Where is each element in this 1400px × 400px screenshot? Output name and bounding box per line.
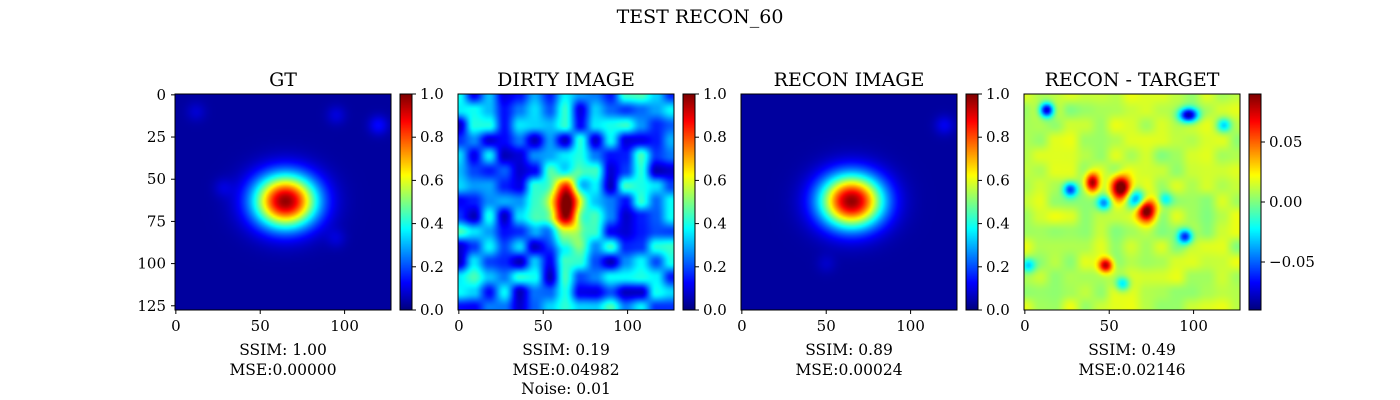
- stat-line: SSIM: 0.49: [1088, 341, 1176, 359]
- y-tick-label: 25: [147, 128, 166, 146]
- heatmap-image: [175, 94, 391, 310]
- panel-title: RECON IMAGE: [774, 69, 925, 91]
- colorbar-tick-label: 0.2: [703, 258, 727, 276]
- x-tick-label: 50: [1100, 317, 1119, 335]
- panel-title: RECON - TARGET: [1045, 69, 1220, 91]
- colorbar-tick-label: 1.0: [986, 85, 1010, 103]
- colorbar-frame: [965, 93, 979, 311]
- x-tick-label: 0: [454, 317, 464, 335]
- colorbar-gradient: [400, 94, 412, 310]
- colorbar-tick-label: 0.2: [986, 258, 1010, 276]
- x-tick-label: 0: [171, 317, 181, 335]
- panel-title: DIRTY IMAGE: [497, 69, 635, 91]
- panel-1: GT 0 50 100 0 25 50 75 100 125 0.0 0.2 0.4 0.6 0.8 1.0 S…: [137, 69, 444, 379]
- colorbar-tick-label: −0.05: [1269, 253, 1315, 271]
- heatmap-image: [458, 94, 674, 310]
- y-tick-label: 125: [137, 297, 166, 315]
- colorbar-tick-label: 0.00: [1269, 193, 1302, 211]
- colorbar-tick-label: 0.4: [703, 215, 727, 233]
- colorbar-tick-label: 0.0: [986, 301, 1010, 319]
- x-tick-label: 100: [896, 317, 925, 335]
- figure-title: TEST RECON_60: [617, 6, 784, 28]
- colorbar-tick-label: 1.0: [703, 85, 727, 103]
- colorbar-tick-label: 0.6: [420, 171, 444, 189]
- heatmap-image: [741, 94, 957, 310]
- colorbar-gradient: [966, 94, 978, 310]
- x-tick-label: 50: [251, 317, 270, 335]
- stat-line: SSIM: 1.00: [239, 341, 327, 359]
- axes-frame: [174, 93, 392, 311]
- colorbar-gradient: [683, 94, 695, 310]
- colorbar-tick-label: 1.0: [420, 85, 444, 103]
- colorbar-tick-label: 0.2: [420, 258, 444, 276]
- stat-line: MSE:0.02146: [1078, 361, 1185, 379]
- stat-line: MSE:0.00024: [795, 361, 902, 379]
- stat-line: MSE:0.04982: [512, 361, 619, 379]
- colorbar-tick-label: 0.6: [703, 171, 727, 189]
- colorbar-gradient: [1249, 94, 1261, 310]
- x-tick-label: 100: [1179, 317, 1208, 335]
- stat-line: SSIM: 0.19: [522, 341, 610, 359]
- x-tick-label: 0: [1020, 317, 1030, 335]
- colorbar-tick-label: 0.8: [986, 128, 1010, 146]
- stat-line: MSE:0.00000: [229, 361, 336, 379]
- panel-4: RECON - TARGET 0 50 100 −0.05 0.00 0.05 SSIM: 0…: [1020, 69, 1315, 379]
- x-tick-label: 0: [737, 317, 747, 335]
- axes-frame: [457, 93, 675, 311]
- colorbar-tick-label: 0.0: [420, 301, 444, 319]
- x-tick-label: 50: [534, 317, 553, 335]
- axes-frame: [1023, 93, 1241, 311]
- colorbar-frame: [399, 93, 413, 311]
- panel-title: GT: [269, 69, 297, 91]
- y-tick-label: 50: [147, 170, 166, 188]
- colorbar-tick-label: 0.05: [1269, 133, 1302, 151]
- panel-3: RECON IMAGE 0 50 100 0.0 0.2 0.4 0.6 0.8 1.0 SSIM:…: [737, 69, 1010, 379]
- heatmap-image: [1024, 94, 1240, 310]
- colorbar-tick-label: 0.0: [703, 301, 727, 319]
- axes-frame: [740, 93, 958, 311]
- stat-line: SSIM: 0.89: [805, 341, 893, 359]
- panel-2: DIRTY IMAGE 0 50 100 0.0 0.2 0.4 0.6 0.8 1.0 SSIM:…: [454, 69, 727, 398]
- colorbar-tick-label: 0.4: [420, 215, 444, 233]
- y-tick-label: 75: [147, 212, 166, 230]
- stat-line: Noise: 0.01: [521, 380, 611, 398]
- colorbar-tick-label: 0.6: [986, 171, 1010, 189]
- x-tick-label: 50: [817, 317, 836, 335]
- colorbar-frame: [682, 93, 696, 311]
- colorbar-tick-label: 0.8: [420, 128, 444, 146]
- x-tick-label: 100: [613, 317, 642, 335]
- colorbar-tick-label: 0.4: [986, 215, 1010, 233]
- x-tick-label: 100: [330, 317, 359, 335]
- y-tick-label: 0: [156, 86, 166, 104]
- y-tick-label: 100: [137, 255, 166, 273]
- colorbar-tick-label: 0.8: [703, 128, 727, 146]
